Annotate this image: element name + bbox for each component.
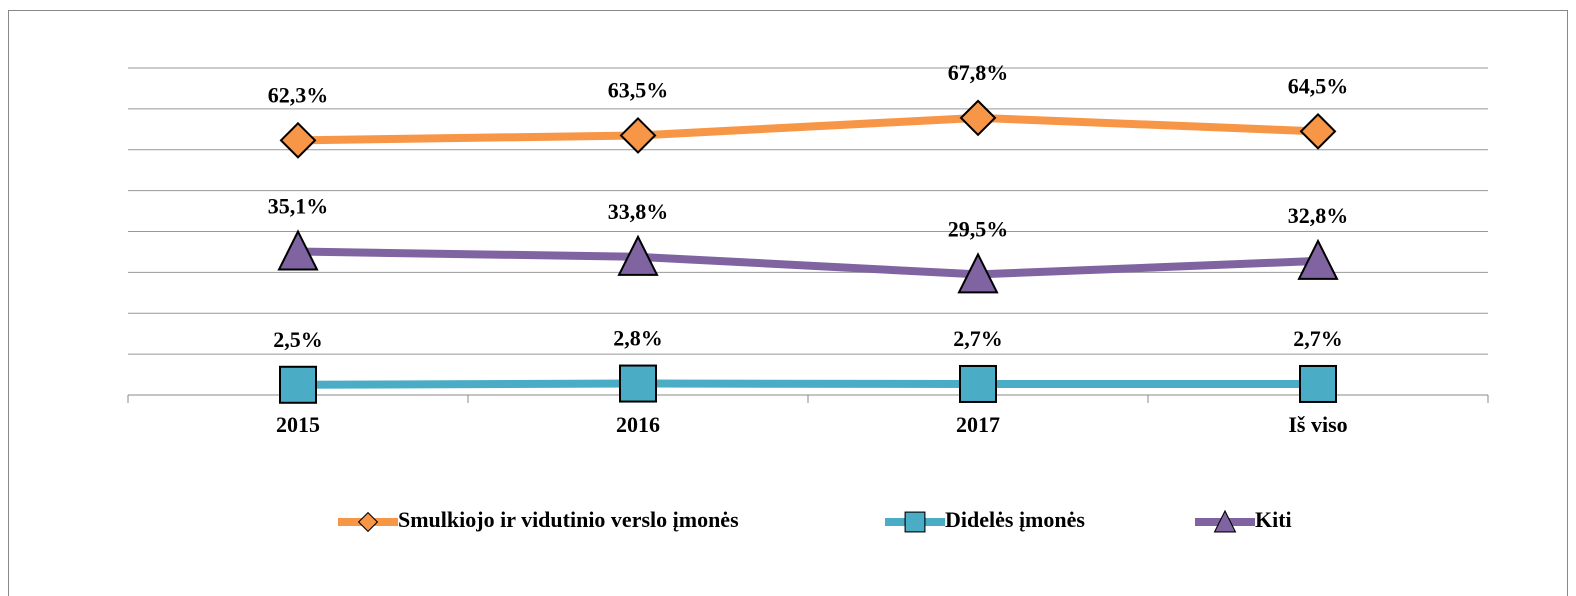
data-label: 63,5% bbox=[608, 77, 669, 102]
data-label: 2,7% bbox=[953, 326, 1003, 351]
data-label: 62,3% bbox=[268, 82, 329, 107]
point-marker bbox=[279, 365, 317, 404]
point-marker bbox=[279, 121, 317, 159]
data-label: 2,7% bbox=[1293, 326, 1343, 351]
x-tick-label: Iš viso bbox=[1288, 412, 1347, 437]
series-line bbox=[297, 379, 1318, 389]
x-tick-label: 2015 bbox=[276, 412, 320, 437]
legend-marker bbox=[904, 511, 926, 533]
chart-border bbox=[8, 10, 1568, 596]
legend-label: Didelės įmonės bbox=[945, 507, 1085, 532]
data-label: 2,5% bbox=[273, 327, 323, 352]
point-marker bbox=[1299, 364, 1337, 403]
x-tick-label: 2016 bbox=[616, 412, 660, 437]
legend-marker bbox=[357, 511, 379, 533]
point-marker bbox=[959, 99, 997, 137]
legend-marker bbox=[1213, 509, 1237, 533]
legend-label: Kiti bbox=[1255, 507, 1292, 532]
point-marker bbox=[1297, 238, 1339, 280]
data-label: 32,8% bbox=[1288, 203, 1349, 228]
data-label: 29,5% bbox=[948, 216, 1009, 241]
point-marker bbox=[617, 234, 659, 276]
data-label: 2,8% bbox=[613, 326, 663, 351]
point-marker bbox=[959, 364, 997, 403]
series-line bbox=[297, 113, 1319, 145]
series-line bbox=[297, 247, 1319, 279]
data-label: 67,8% bbox=[948, 60, 1009, 85]
x-tick-label: 2017 bbox=[956, 412, 1000, 437]
data-label: 33,8% bbox=[608, 199, 669, 224]
data-label: 35,1% bbox=[268, 194, 329, 219]
point-marker bbox=[957, 252, 999, 294]
point-marker bbox=[1299, 112, 1337, 150]
legend-label: Smulkiojo ir vidutinio verslo įmonės bbox=[398, 507, 739, 532]
data-label: 64,5% bbox=[1288, 73, 1349, 98]
point-marker bbox=[619, 364, 657, 403]
point-marker bbox=[277, 229, 319, 271]
point-marker bbox=[619, 117, 657, 154]
